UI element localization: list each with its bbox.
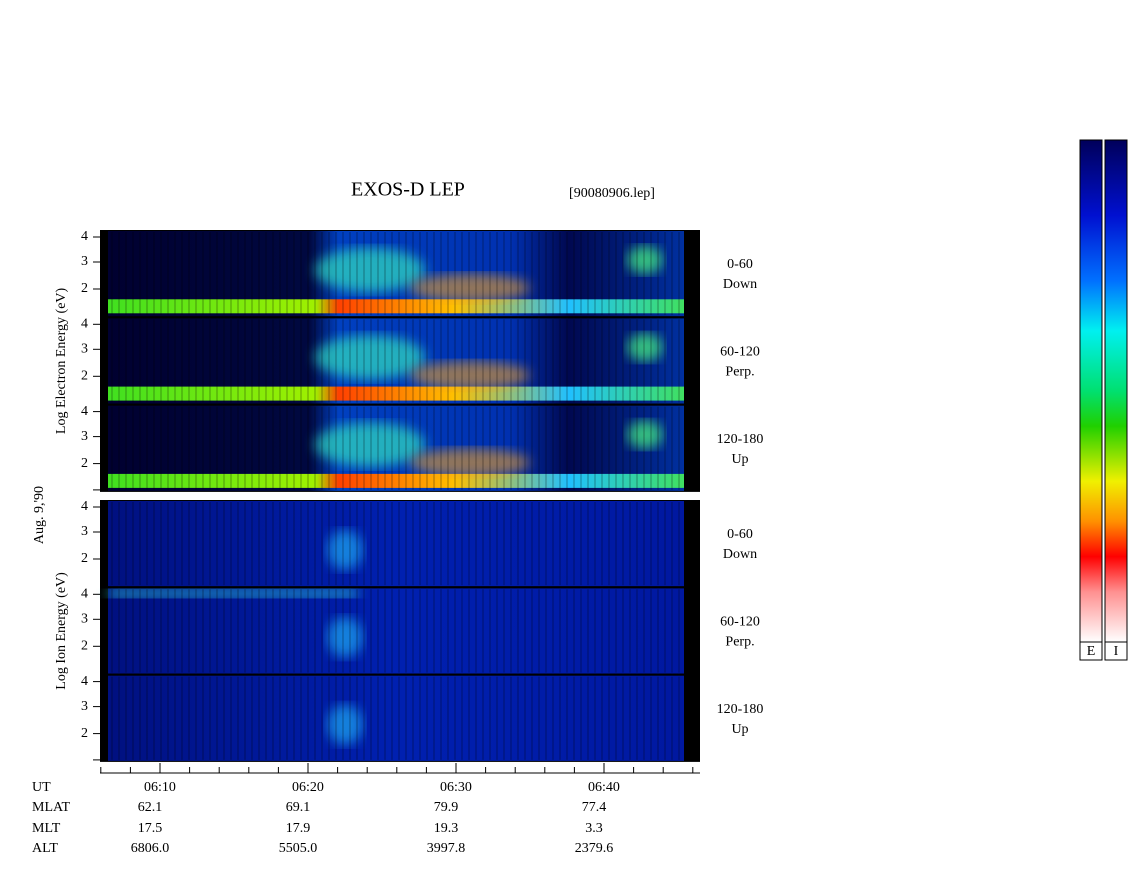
channel-angle: 60-120 [720, 615, 760, 630]
colorbar-label: I [1114, 644, 1119, 659]
colorbar-label-box [1104, 641, 1128, 661]
y-tick-label: 3 [81, 524, 88, 539]
ephemeris-label: MLT [32, 821, 61, 836]
spectrogram-blob [410, 448, 530, 477]
spectrogram-blob [627, 246, 663, 274]
y-tick-label: 3 [81, 612, 88, 627]
spectrogram-blob [315, 248, 425, 292]
channel-direction: Up [731, 452, 748, 467]
y-tick-label: 2 [81, 726, 88, 741]
y-tick-label: 3 [81, 342, 88, 357]
y-tick-label: 3 [81, 429, 88, 444]
ephemeris-value: 2379.6 [575, 841, 614, 856]
time-label: 06:30 [440, 780, 472, 795]
y-tick-label: 4 [81, 404, 88, 419]
colorbar-label: E [1087, 644, 1096, 659]
ephemeris-label: UT [32, 780, 51, 795]
channel-angle: 120-180 [717, 702, 764, 717]
ephemeris-value: 5505.0 [279, 841, 318, 856]
spectrogram-blob [315, 422, 425, 467]
spectrogram-blob [315, 335, 425, 380]
spectrogram [108, 588, 684, 674]
spectrogram-band [108, 473, 684, 488]
spectrogram-blob [627, 420, 663, 449]
ephemeris-value: 77.4 [582, 800, 607, 815]
ephemeris-value: 62.1 [138, 800, 163, 815]
spectrogram-blob [627, 333, 663, 362]
ephemeris-value: 19.3 [434, 821, 459, 836]
ephemeris-value: 3.3 [585, 821, 603, 836]
y-tick-label: 3 [81, 254, 88, 269]
channel-direction: Perp. [725, 365, 754, 380]
channel-direction: Down [723, 277, 757, 292]
spectrogram-blob [327, 704, 363, 745]
y-tick-label: 2 [81, 281, 88, 296]
spectrogram-blob [410, 274, 530, 302]
channel-angle: 0-60 [727, 257, 753, 272]
y-tick-label: 2 [81, 551, 88, 566]
spectrogram-band [108, 589, 358, 598]
colorbar-electron [1079, 139, 1103, 643]
y-tick-label: 4 [81, 317, 88, 332]
channel-angle: 0-60 [727, 527, 753, 542]
title: EXOS-D LEP [351, 179, 465, 201]
y-tick-label: 4 [81, 229, 88, 244]
spectrogram-band [108, 386, 684, 401]
channel-direction: Up [731, 722, 748, 737]
y-tick-label: 4 [81, 587, 88, 602]
ephemeris-value: 79.9 [434, 800, 459, 815]
date-label: Aug. 9,'90 [32, 486, 47, 544]
ephemeris-label: MLAT [32, 800, 71, 815]
file-name: [90080906.lep] [569, 186, 655, 201]
y-tick-label: 2 [81, 456, 88, 471]
colorbar-label-box [1079, 641, 1103, 661]
ephemeris-value: 3997.8 [427, 841, 466, 856]
channel-angle: 60-120 [720, 345, 760, 360]
spectrogram-blob [410, 361, 530, 390]
channel-angle: 120-180 [717, 432, 764, 447]
y-tick-label: 3 [81, 699, 88, 714]
ephemeris-value: 69.1 [286, 800, 311, 815]
colorbar-ion [1104, 139, 1128, 643]
channel-direction: Perp. [725, 635, 754, 650]
time-label: 06:20 [292, 780, 324, 795]
y-axis-label: Log Ion Energy (eV) [54, 572, 69, 690]
spectrogram [108, 675, 684, 761]
ephemeris-value: 6806.0 [131, 841, 170, 856]
y-tick-label: 2 [81, 369, 88, 384]
y-axis-label: Log Electron Energy (eV) [54, 287, 69, 434]
y-tick-label: 4 [81, 674, 88, 689]
spectrogram-blob [327, 617, 363, 658]
time-label: 06:10 [144, 780, 176, 795]
spectrogram-blob [327, 530, 363, 570]
ephemeris-label: ALT [32, 841, 58, 856]
y-tick-label: 2 [81, 639, 88, 654]
channel-direction: Down [723, 547, 757, 562]
spectrogram-band [108, 299, 684, 314]
ephemeris-value: 17.5 [138, 821, 163, 836]
time-label: 06:40 [588, 780, 620, 795]
ephemeris-value: 17.9 [286, 821, 311, 836]
y-tick-label: 4 [81, 499, 88, 514]
spectrogram [108, 501, 684, 587]
